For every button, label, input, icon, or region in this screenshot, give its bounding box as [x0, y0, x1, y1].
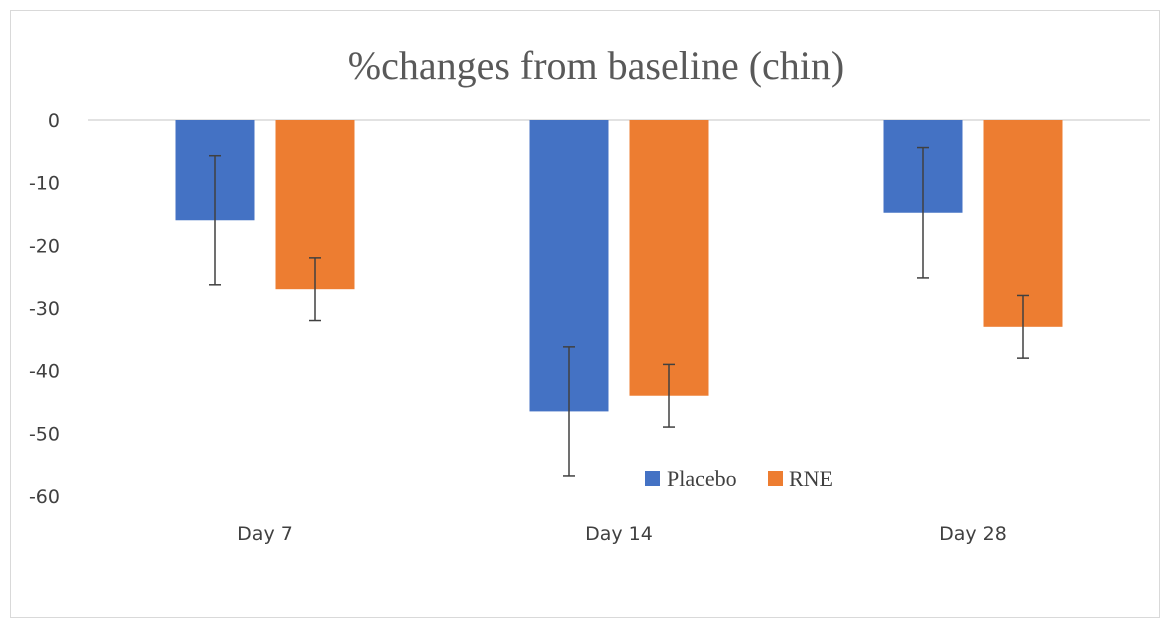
error-bar-placebo-day-7: [209, 154, 221, 286]
legend-label-placebo: Placebo: [667, 466, 737, 491]
y-tick-label: -50: [29, 423, 60, 445]
x-tick-label: Day 14: [585, 523, 653, 545]
y-tick-label: 0: [48, 110, 60, 132]
y-tick-label: -30: [29, 298, 60, 320]
chart-title: %changes from baseline (chin): [348, 43, 844, 88]
y-tick-label: -40: [29, 361, 60, 383]
x-axis-ticks: Day 7 Day 14 Day 28: [237, 523, 1007, 545]
bars-group: [175, 120, 1063, 412]
error-bar-rne-day-28: [1017, 294, 1029, 359]
bar-rne-day-14: [629, 120, 709, 396]
error-bar-rne-day-7: [309, 257, 321, 322]
y-tick-label: -20: [29, 235, 60, 257]
bar-rne-day-28: [983, 120, 1063, 327]
y-tick-label: -60: [29, 486, 60, 508]
error-bar-placebo-day-14: [563, 346, 575, 477]
error-bar-placebo-day-28: [917, 146, 929, 279]
legend-swatch-rne: [768, 471, 783, 486]
legend: Placebo RNE: [645, 466, 833, 491]
legend-label-rne: RNE: [789, 466, 833, 491]
legend-swatch-placebo: [645, 471, 660, 486]
error-bar-rne-day-14: [663, 363, 675, 428]
error-bars-group: [209, 146, 1029, 477]
x-tick-label: Day 28: [939, 523, 1007, 545]
y-tick-label: -10: [29, 173, 60, 195]
x-tick-label: Day 7: [237, 523, 293, 545]
y-axis-ticks: 0 -10 -20 -30 -40 -50 -60: [29, 110, 60, 508]
